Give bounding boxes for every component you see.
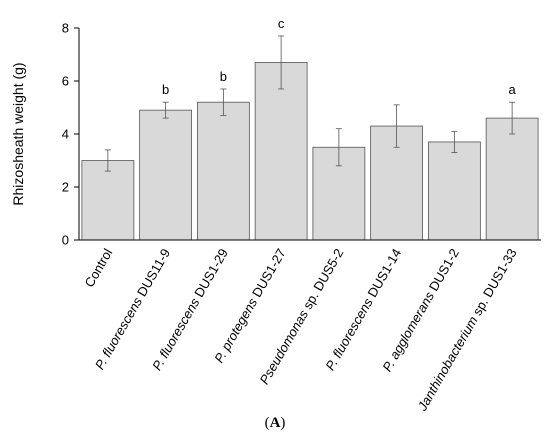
- error-bar: [451, 130, 458, 153]
- panel-label: (A): [265, 415, 286, 431]
- x-tick-label: Janthinobacterium sp. DUS1-33: [414, 246, 520, 414]
- significance-letter: b: [220, 69, 227, 84]
- significance-letter: b: [162, 82, 169, 97]
- error-bar: [104, 149, 111, 172]
- bar: [139, 109, 193, 241]
- significance-letter: a: [509, 82, 517, 97]
- y-tick-labels: 0 2 4 6 8: [62, 21, 69, 248]
- bar: [485, 117, 539, 241]
- y-tick-label: 2: [62, 180, 69, 195]
- significance-letter: c: [278, 16, 285, 31]
- error-bar: [278, 35, 285, 90]
- y-tick-label: 6: [62, 74, 69, 89]
- y-tick-label: 0: [62, 233, 69, 248]
- y-axis: [74, 27, 80, 241]
- error-bar: [509, 101, 516, 135]
- error-bar: [335, 128, 342, 167]
- y-axis-title: Rhizosheath weight (g): [10, 62, 26, 205]
- bars: [81, 62, 539, 241]
- bar: [196, 101, 250, 241]
- y-tick-label: 8: [62, 21, 69, 36]
- error-bar: [220, 88, 227, 116]
- significance-labels: b b c a: [162, 16, 517, 97]
- bar: [427, 141, 481, 241]
- bar: [81, 160, 135, 241]
- y-tick-label: 4: [62, 127, 69, 142]
- error-bar: [162, 101, 169, 119]
- x-tick-label: Control: [82, 246, 116, 290]
- error-bars: [104, 35, 516, 172]
- error-bar: [393, 104, 400, 148]
